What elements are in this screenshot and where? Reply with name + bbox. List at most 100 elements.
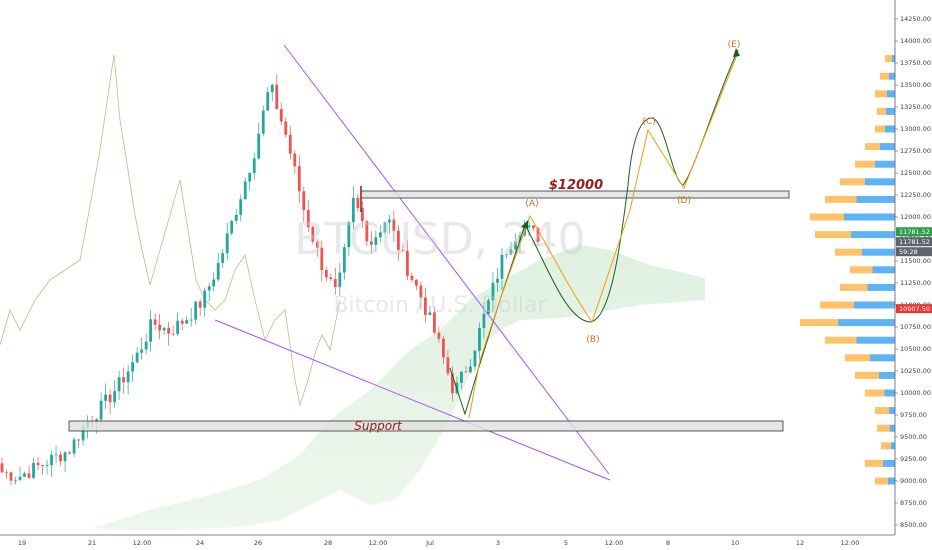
x-tick-label: 19 [18,539,26,547]
candle-body [464,371,468,373]
candle-body [9,472,13,481]
price-badge [896,247,932,257]
candle-body [176,320,180,335]
profile-bar-buy [838,319,895,327]
candle-body [0,463,4,473]
candle-body [225,233,229,254]
candle-body [446,357,450,374]
candle-body [63,452,67,462]
candle-body [487,300,490,314]
description-watermark: Bitcoin / U.S. Dollar [333,293,547,318]
x-tick-label: 21 [88,539,96,547]
y-tick-label: 9250.00 [900,455,927,463]
candle-body [329,277,333,279]
profile-bar-sell [825,195,857,203]
candle-body [392,219,396,231]
y-tick-label: 11500.00 [900,257,931,265]
candle-body [50,454,53,466]
candle-body [212,279,216,287]
profile-bar-sell [825,336,857,344]
x-tick-labels: 19 21 12:00 24 26 28 12:00 Jul 3 5 12:00 8 10 12 12:00 [18,539,860,547]
profile-bar-sell [877,107,886,115]
profile-bar-sell [840,283,868,291]
profile-bar-buy [883,459,895,467]
candle-body [482,313,486,328]
candle-body [311,227,315,242]
candle-body [437,332,441,339]
x-tick-label: 10 [731,539,739,547]
candle-body [230,220,234,234]
candle-body [153,319,157,325]
candle-body [315,241,319,248]
candle-body [243,181,247,200]
arrow-head-e [733,48,740,57]
candle-body [36,462,40,466]
candle-body [185,320,189,324]
candle-body [518,235,522,242]
candle-body [473,350,477,367]
candle-body [536,228,540,242]
y-tick-label: 9000.00 [900,477,927,485]
candle-body [423,297,427,315]
y-tick-label: 10250.00 [900,367,931,375]
candle-body [41,465,44,466]
candle-body [72,439,76,454]
candle-body [108,394,112,403]
profile-bar-buy [867,283,895,291]
price-badge-label: 10907.50 [899,305,930,313]
orange-projection-path [468,54,738,419]
profile-bar-sell [875,407,889,415]
y-tick-label: 12000.00 [900,213,931,221]
x-tick-label: Jul [425,539,434,547]
x-tick-label: 12 [796,539,804,547]
candle-body [198,301,202,308]
candle-body [126,371,130,383]
x-tick-label: 3 [496,539,500,547]
profile-bar-buy [890,442,895,450]
candle-body [239,199,243,215]
candle-body [297,166,301,192]
x-tick-label: 5 [564,539,568,547]
profile-bar-sell [850,266,873,274]
profile-bar-sell [865,143,880,151]
candle-body [18,476,22,480]
price-badge [896,304,932,314]
candle-body [261,110,265,134]
candle-body [81,427,85,441]
y-tick-label: 8500.00 [900,521,927,529]
price-badge [896,237,932,247]
profile-bar-sell [820,301,854,309]
candle-body [122,377,126,383]
price-badge-label: 11781.52 [899,238,930,246]
y-tick-label: 10500.00 [900,345,931,353]
candle-body [387,219,391,223]
profile-bar-sell [835,248,862,256]
x-tick-label: 12:00 [841,539,860,547]
y-tick-label: 12750.00 [900,147,931,155]
volume-profile [800,55,895,485]
candle-body [396,230,400,250]
candle-body [460,371,463,383]
y-tick-label: 10000.00 [900,389,931,397]
lower-trendline [214,319,611,481]
candle-body [405,250,409,276]
candle-body [14,479,17,481]
support-zone [68,420,784,432]
candle-body [23,473,26,477]
profile-bar-sell [810,213,844,221]
x-tick-label: 12:00 [605,539,624,547]
y-tick-label: 9750.00 [900,411,927,419]
profile-bar-buy [862,248,895,256]
y-tick-label: 8750.00 [900,499,927,507]
wave-label-b: (B) [586,335,599,345]
profile-bar-buy [880,143,895,151]
x-tick-label: 12:00 [369,539,388,547]
candle-body [180,320,184,324]
y-tick-label: 14000.00 [900,37,931,45]
y-tick-label: 12250.00 [900,191,931,199]
candle-body [77,439,80,441]
candle-body [248,172,252,182]
candle-body [410,275,414,280]
y-tick-labels: 14250.00 14000.00 13750.00 13500.00 13250.00… [895,15,931,529]
